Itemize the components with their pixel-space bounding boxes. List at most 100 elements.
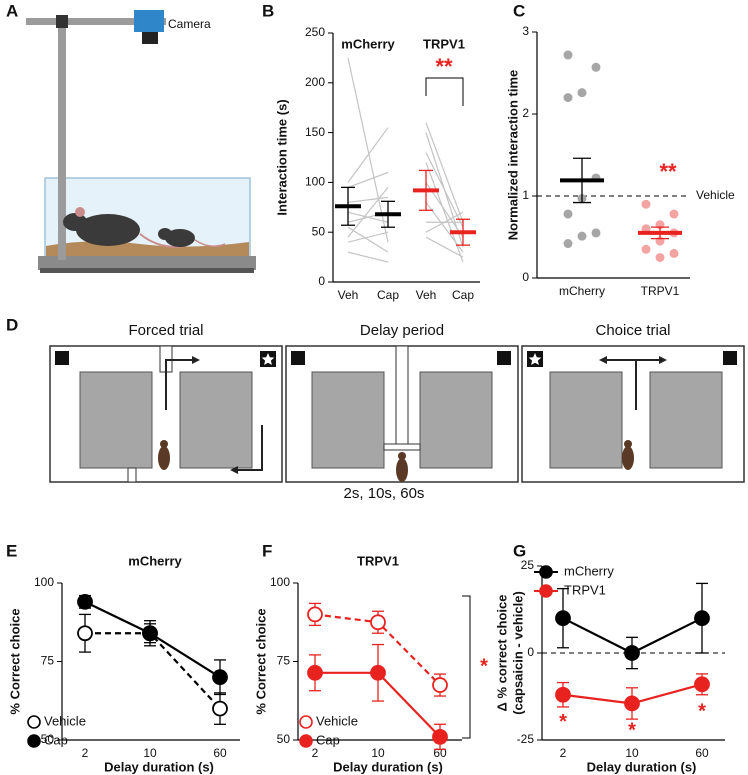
significance: * bbox=[698, 701, 706, 723]
panel-label: F bbox=[262, 541, 272, 560]
data-point bbox=[655, 253, 665, 262]
legend-marker bbox=[299, 715, 313, 729]
data-point bbox=[624, 695, 640, 712]
y-tick-label: 25 bbox=[521, 558, 535, 572]
x-tick-label: Veh bbox=[416, 288, 437, 302]
panel-label: C bbox=[513, 1, 525, 20]
y-tick-label: 75 bbox=[277, 654, 291, 668]
legend-label: Cap bbox=[44, 732, 68, 747]
data-point bbox=[77, 593, 93, 610]
y-tick-label: 2 bbox=[522, 106, 529, 120]
subject-line bbox=[347, 171, 389, 188]
y-axis-label: (capsaicin - vehicle) bbox=[510, 591, 525, 715]
maze-title: Delay period bbox=[360, 322, 444, 339]
chart-title: mCherry bbox=[128, 553, 182, 568]
legend-label: Vehicle bbox=[316, 713, 358, 728]
data-point bbox=[669, 248, 679, 258]
subject-line bbox=[347, 231, 389, 243]
data-point bbox=[641, 244, 651, 254]
significance-bracket bbox=[462, 595, 471, 739]
setup-illustration: Camera bbox=[26, 10, 256, 273]
legend-marker bbox=[27, 715, 41, 729]
subject-line bbox=[347, 226, 389, 253]
x-tick-label: 10 bbox=[143, 746, 157, 760]
data-point bbox=[555, 686, 571, 703]
y-tick-label: 3 bbox=[522, 24, 529, 38]
data-point bbox=[669, 209, 679, 219]
data-point bbox=[307, 664, 323, 681]
subject-line bbox=[347, 127, 389, 183]
panel-label: E bbox=[6, 541, 17, 560]
legend-label: TRPV1 bbox=[564, 582, 606, 597]
subject-line bbox=[425, 122, 464, 223]
y-tick-label: 100 bbox=[34, 575, 54, 589]
subject-line bbox=[347, 187, 389, 238]
y-tick-label: 50 bbox=[312, 224, 326, 238]
x-tick-label: 10 bbox=[625, 746, 639, 760]
legend-label: mCherry bbox=[564, 563, 614, 578]
legend-label: Cap bbox=[316, 732, 340, 747]
camera-label: Camera bbox=[168, 17, 211, 31]
y-tick-label: 0 bbox=[527, 645, 534, 659]
significance: ** bbox=[435, 54, 453, 79]
y-axis-label: Interaction time (s) bbox=[274, 99, 289, 215]
y-tick-label: 1 bbox=[522, 188, 529, 202]
group-label: TRPV1 bbox=[423, 36, 465, 51]
delay-durations: 2s, 10s, 60s bbox=[344, 485, 425, 502]
chart-title: TRPV1 bbox=[357, 553, 399, 568]
x-axis-label: Delay duration (s) bbox=[104, 759, 214, 774]
legend-marker bbox=[299, 734, 313, 748]
data-point bbox=[577, 231, 587, 241]
subject-line bbox=[347, 196, 389, 203]
x-axis-label: Delay duration (s) bbox=[587, 759, 697, 774]
y-axis-label: % Correct choice bbox=[7, 608, 22, 714]
data-point bbox=[641, 199, 651, 209]
data-point bbox=[591, 228, 601, 238]
maze-diagrams: Forced trial Delay period Choice trial 2… bbox=[49, 322, 745, 502]
y-tick-label: 150 bbox=[305, 125, 325, 139]
x-tick-label: Cap bbox=[452, 288, 474, 302]
y-tick-label: 100 bbox=[270, 575, 290, 589]
significance: * bbox=[628, 720, 636, 742]
data-point bbox=[563, 239, 573, 249]
y-tick-label: 0 bbox=[522, 270, 529, 284]
x-tick-label: Veh bbox=[338, 288, 359, 302]
data-point bbox=[432, 728, 448, 745]
panel-label: D bbox=[6, 315, 18, 334]
x-tick-label: TRPV1 bbox=[641, 284, 680, 298]
significance: ** bbox=[659, 159, 677, 184]
data-point bbox=[307, 606, 323, 623]
subject-line bbox=[425, 211, 464, 233]
data-point bbox=[212, 700, 228, 717]
reference-label: Vehicle bbox=[696, 188, 735, 202]
subject-line bbox=[425, 152, 464, 228]
x-tick-label: mCherry bbox=[559, 284, 605, 298]
x-tick-label: 10 bbox=[371, 746, 385, 760]
panel-label: B bbox=[262, 1, 274, 20]
y-tick-label: 250 bbox=[305, 25, 325, 39]
legend-marker bbox=[27, 734, 41, 748]
data-point bbox=[370, 664, 386, 681]
data-point bbox=[555, 610, 571, 627]
data-point bbox=[212, 669, 228, 686]
x-tick-label: Cap bbox=[377, 288, 399, 302]
x-tick-label: 2 bbox=[82, 746, 89, 760]
significance: * bbox=[480, 655, 488, 677]
data-point bbox=[77, 625, 93, 642]
data-point bbox=[624, 645, 640, 661]
x-tick-label: 2 bbox=[312, 746, 319, 760]
panel-label: G bbox=[513, 541, 526, 560]
group-label: mCherry bbox=[341, 36, 395, 51]
y-tick-label: 50 bbox=[277, 732, 291, 746]
y-tick-label: 75 bbox=[41, 654, 55, 668]
legend-label: Vehicle bbox=[44, 713, 86, 728]
x-tick-label: 2 bbox=[560, 746, 567, 760]
data-point bbox=[142, 625, 158, 642]
y-axis-label: Normalized interaction time bbox=[505, 70, 520, 240]
data-point bbox=[563, 93, 573, 103]
series-line bbox=[85, 632, 221, 710]
subject-line bbox=[425, 236, 464, 258]
y-tick-label: -25 bbox=[517, 732, 535, 746]
